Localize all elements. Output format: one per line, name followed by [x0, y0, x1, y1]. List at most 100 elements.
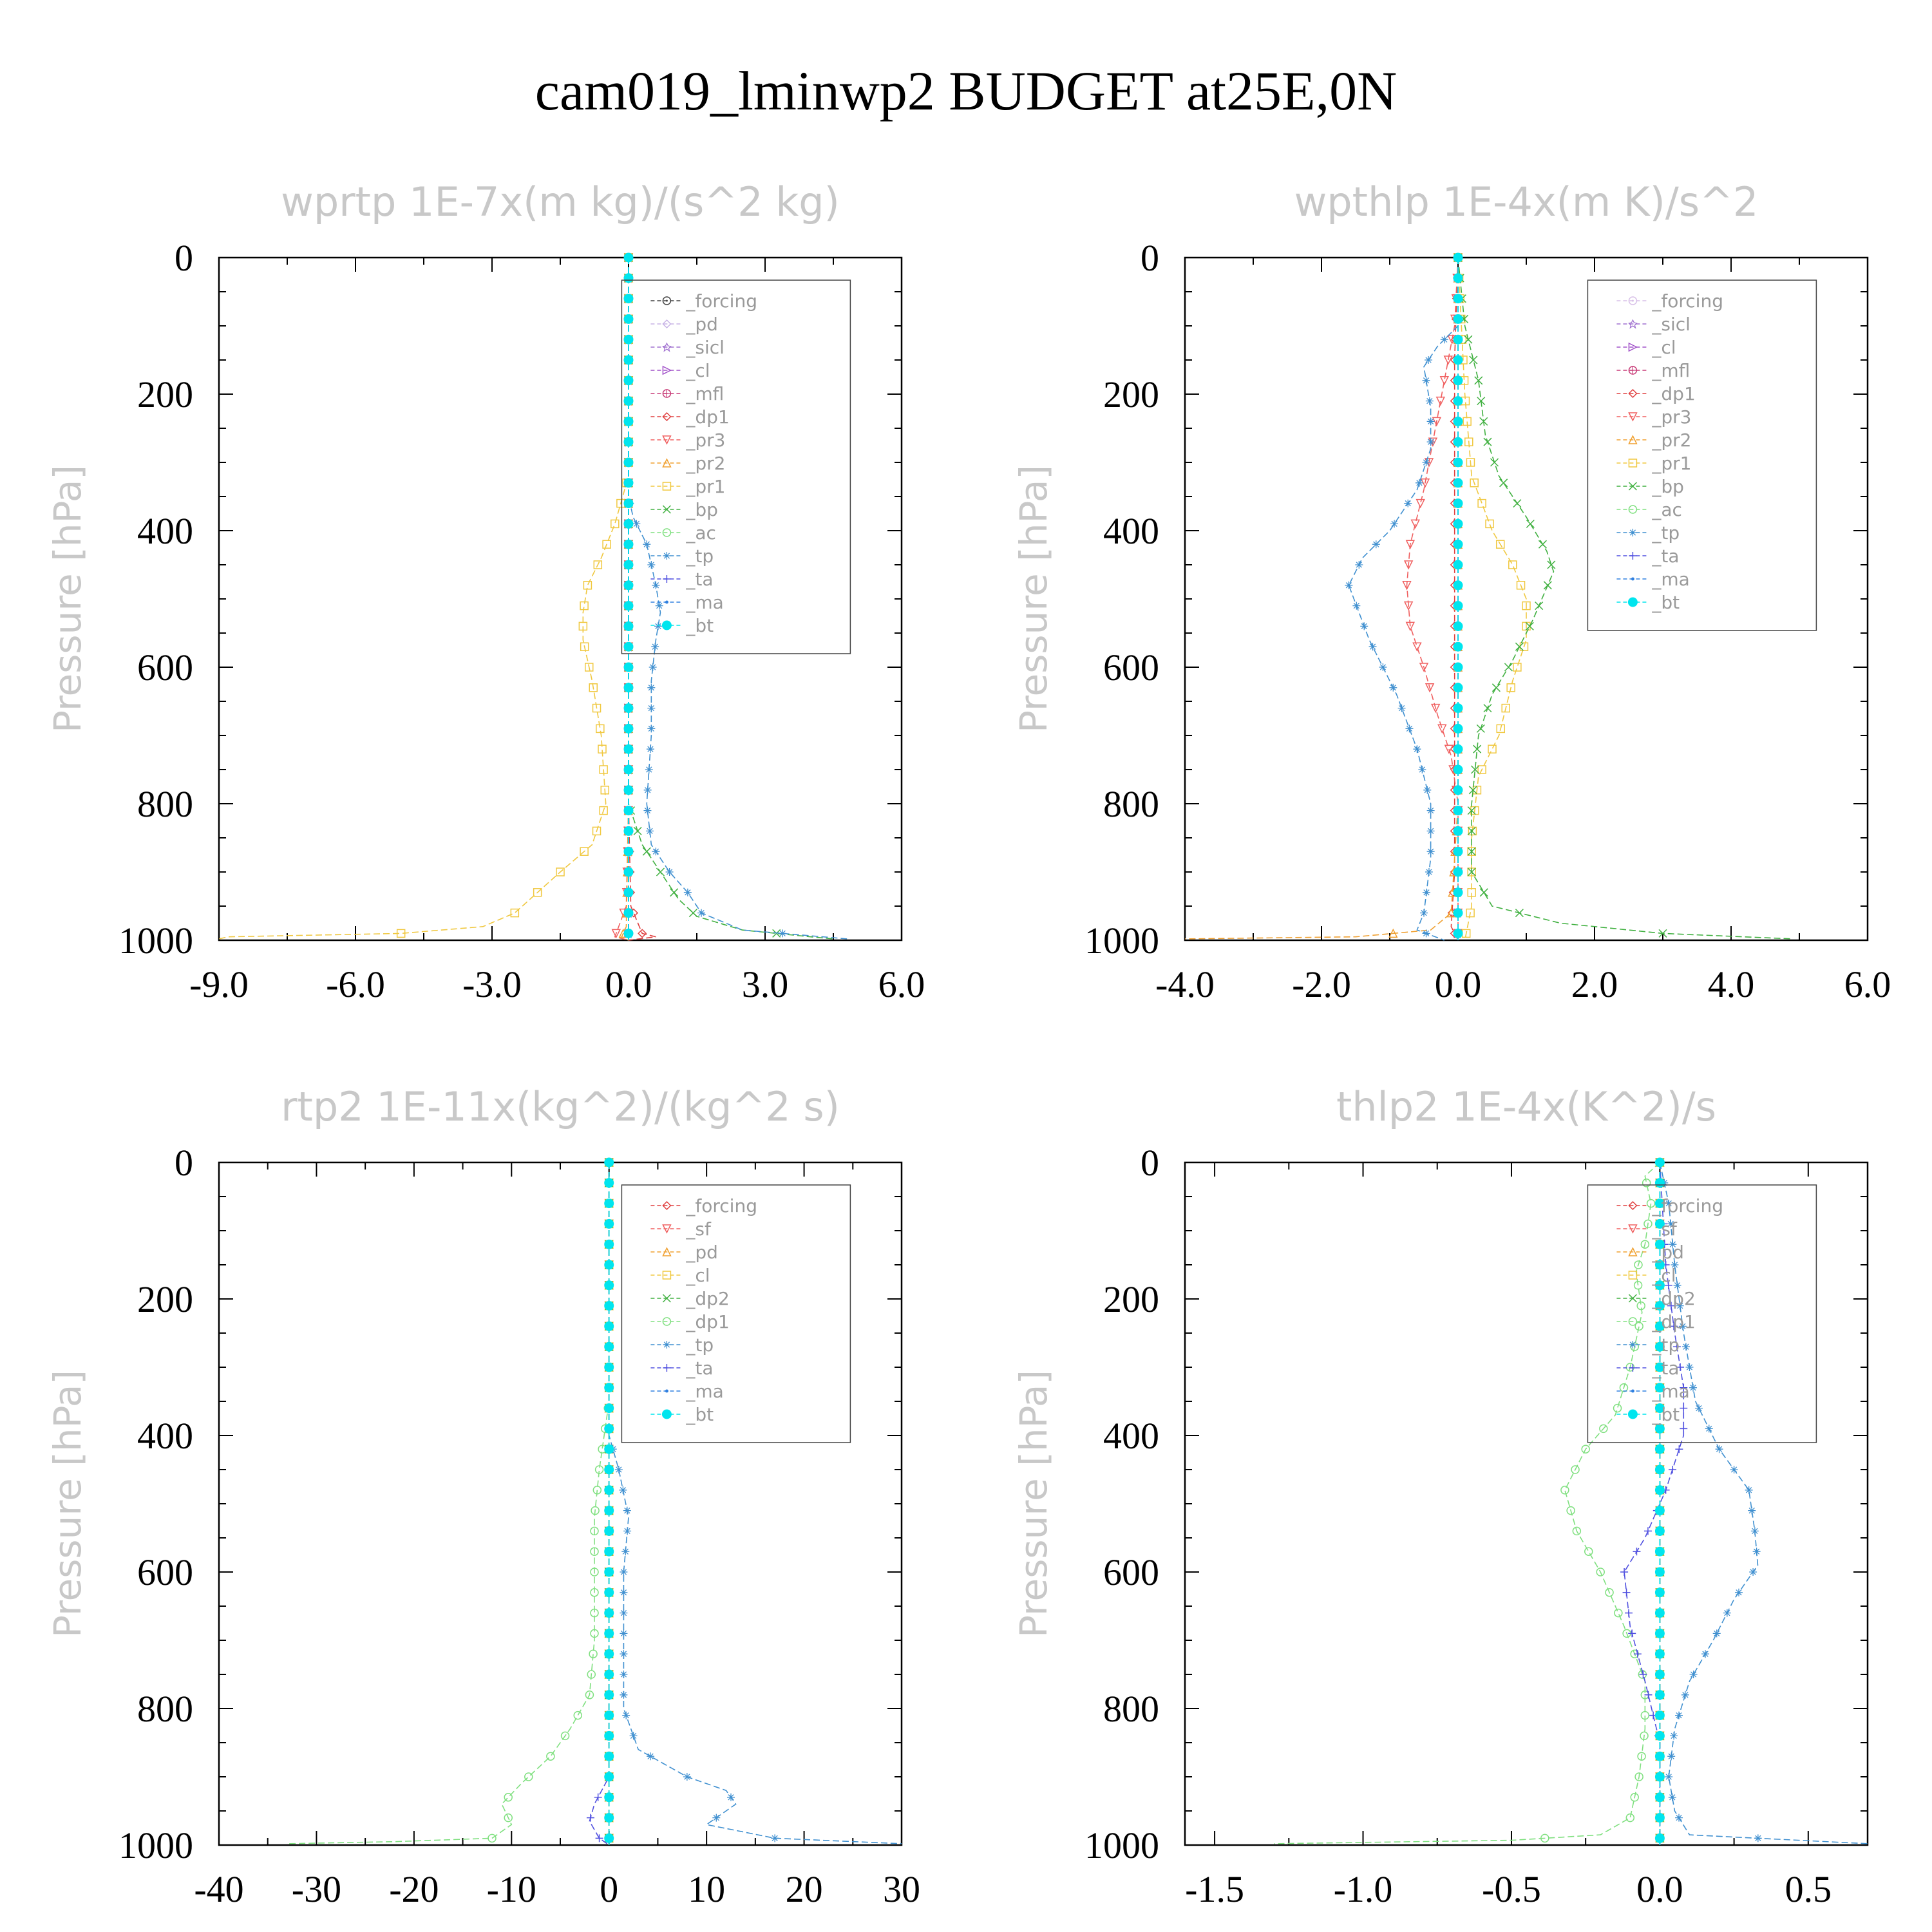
x-tick-label: 0.0	[1435, 963, 1482, 1005]
legend-marker-cross	[663, 390, 671, 397]
series-bp-point	[772, 929, 781, 938]
series-bt-point	[1453, 908, 1463, 918]
x-tick-label: 6.0	[878, 963, 925, 1005]
series-tp-point	[654, 622, 662, 630]
series-bt-point	[1453, 867, 1463, 877]
series-pr1-point	[1464, 437, 1473, 446]
legend-label: _tp	[685, 545, 714, 567]
series-dp1-point	[546, 1752, 555, 1761]
legend-marker	[1628, 1294, 1637, 1303]
series-bt-point	[623, 928, 634, 938]
legend-marker-center	[665, 299, 668, 302]
legend-label: _forcing	[1651, 290, 1723, 312]
legend-label: _sicl	[1651, 314, 1690, 335]
series-bp-point	[1469, 355, 1478, 365]
series-tp-point	[655, 601, 663, 610]
y-tick-label: 200	[1103, 374, 1159, 415]
series-pr1-point	[580, 642, 589, 651]
legend-label: _ma	[685, 592, 723, 613]
legend-label: _ta	[1651, 1358, 1679, 1379]
series-tp-point	[665, 868, 674, 876]
legend-marker	[662, 412, 672, 422]
series-tp-point	[1389, 683, 1397, 692]
series-tp-point	[1379, 663, 1387, 671]
series-bt-point	[623, 867, 634, 877]
series-tp-point	[1701, 1650, 1710, 1658]
series-bt-point	[604, 1587, 614, 1598]
series-tp-point	[1676, 1302, 1684, 1310]
legend: _forcing_sicl_cl_mfl_dp1_pr3_pr2_pr1_bp_…	[1587, 279, 1817, 631]
series-tp-point	[1754, 1834, 1762, 1842]
series-pr1-point	[556, 867, 565, 876]
series-pr1-point	[1468, 826, 1477, 836]
series-pr1-point	[611, 519, 620, 529]
series-tp-point	[1705, 1425, 1713, 1433]
series-bt-point	[1654, 1730, 1665, 1741]
series-ta-point	[586, 1814, 594, 1822]
series-bp-point	[1543, 581, 1552, 590]
series-pr1-point	[592, 703, 601, 713]
series-tp-point	[1752, 1548, 1761, 1556]
series-pr1-point	[580, 601, 589, 611]
series-pr1-point	[1522, 601, 1531, 611]
legend-marker	[1628, 459, 1638, 468]
y-tick-label: 600	[1103, 1551, 1159, 1593]
series-bt-point	[604, 1608, 614, 1618]
legend-marker	[1628, 1224, 1638, 1234]
series-tp-point	[1418, 766, 1426, 773]
series-tp-line	[1659, 1162, 1868, 1844]
series-tp-point	[697, 909, 706, 917]
series-tp-point	[1689, 1671, 1698, 1678]
series-tp-point	[1422, 929, 1430, 938]
series-bt-point	[1453, 641, 1463, 652]
legend-label: _sf	[685, 1218, 712, 1240]
series-bt-point	[604, 1628, 614, 1638]
series-bt-point	[604, 1362, 614, 1372]
series-tp-point	[647, 724, 656, 733]
series-tp-point	[1422, 459, 1430, 466]
series-bt-point	[623, 478, 634, 488]
legend-label: _ta	[1651, 545, 1679, 567]
plot-frame	[1184, 1161, 1869, 1846]
series-bt-point	[623, 560, 634, 570]
legend-label: _bp	[685, 499, 718, 520]
series-bt-point	[623, 641, 634, 652]
series-ta-point	[1620, 1568, 1629, 1576]
series-bt-point	[623, 334, 634, 345]
series-dp1-point	[1571, 1465, 1580, 1474]
series-pr1-line	[1457, 257, 1527, 941]
x-tick-label: -0.5	[1482, 1868, 1541, 1910]
series-bt-point	[1654, 1423, 1665, 1434]
series-bt-point	[623, 457, 634, 468]
series-tp-point	[647, 683, 656, 692]
series-bt-point	[1453, 518, 1463, 529]
series-bt-point	[1654, 1587, 1665, 1598]
series-bt-point	[623, 621, 634, 631]
legend-box	[621, 1184, 851, 1443]
y-tick-label: 600	[1103, 647, 1159, 688]
series-bp-point	[1468, 786, 1477, 795]
legend-marker	[1628, 1317, 1638, 1326]
series-bt-point	[1453, 560, 1463, 570]
series-bt-point	[604, 1321, 614, 1331]
x-tick-label: -1.5	[1185, 1868, 1244, 1910]
ticks	[218, 257, 902, 941]
x-tick-label: -30	[292, 1868, 341, 1910]
legend-label: _ta	[685, 1358, 713, 1379]
series-bp-point	[1490, 458, 1499, 467]
legend-label: _dp2	[1651, 1288, 1695, 1309]
series-tp-point	[647, 704, 656, 712]
series-tp-point	[712, 1814, 721, 1822]
series-pr1-point	[592, 826, 601, 836]
series-tp-point	[1422, 888, 1430, 896]
legend-label: _cl	[1651, 1265, 1676, 1286]
series-pr1-point	[1501, 703, 1510, 713]
series-tp-point	[652, 848, 660, 856]
legend-label: _ma	[1651, 569, 1689, 590]
series-bt-point	[604, 1546, 614, 1557]
series-dp1-point	[1596, 1567, 1605, 1577]
series-bt-point	[604, 1157, 614, 1168]
x-tick-label: -10	[487, 1868, 536, 1910]
series-dp1-point	[1636, 1301, 1645, 1311]
series-bt-point	[1654, 1608, 1665, 1618]
